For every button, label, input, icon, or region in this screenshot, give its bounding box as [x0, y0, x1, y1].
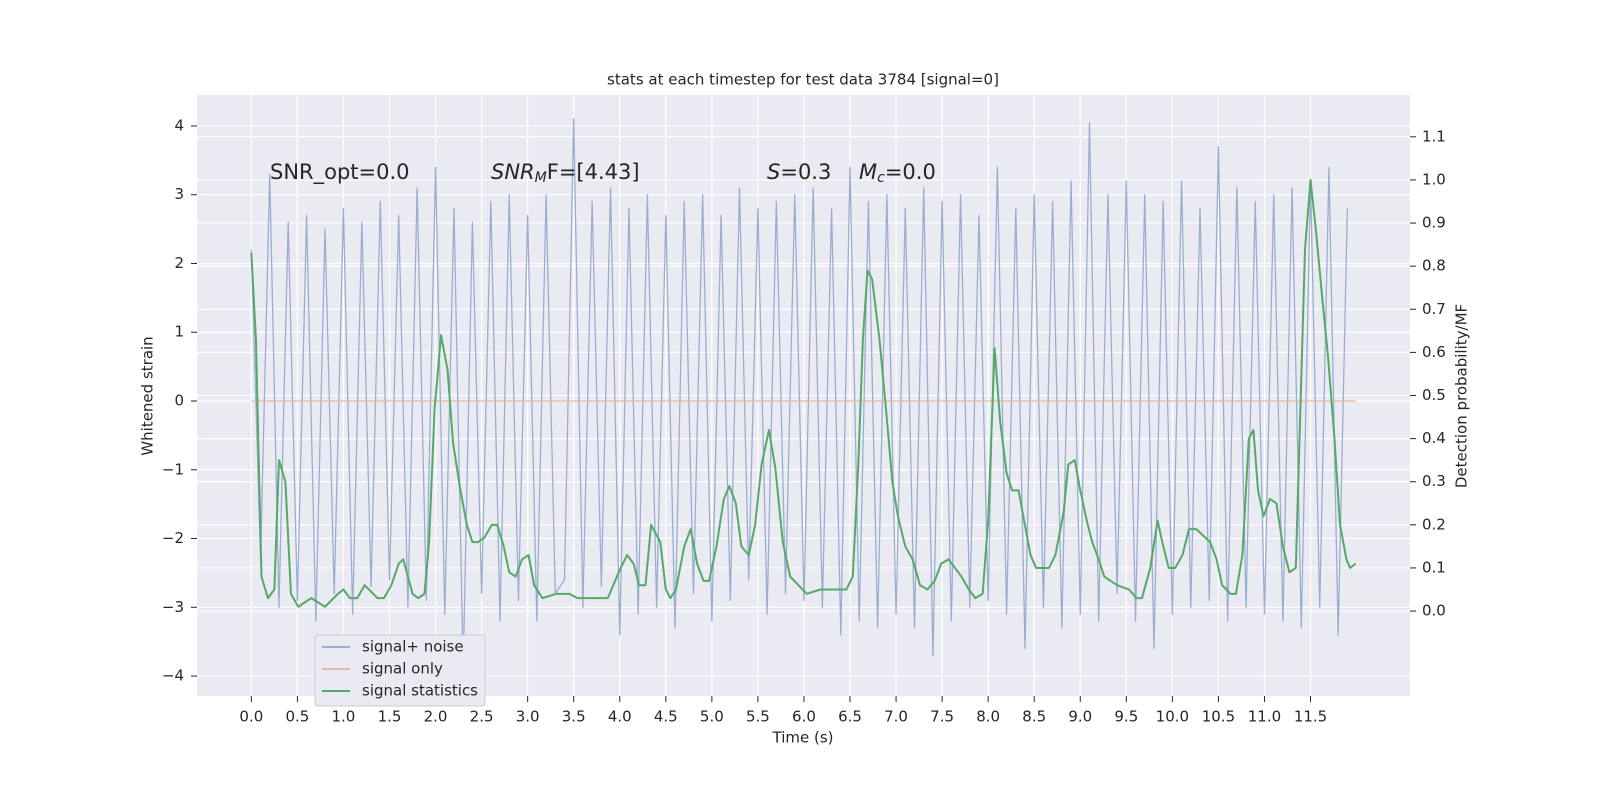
x-tick-label: 9.5 [1114, 708, 1138, 726]
y2-axis-label: Detection probability/MF [1453, 304, 1471, 488]
x-tick-label: 3.0 [516, 708, 540, 726]
y2-tick-label: 0.2 [1422, 515, 1446, 533]
y-axis-label: Whitened strain [139, 336, 157, 455]
x-tick-label: 11.0 [1248, 708, 1281, 726]
series-line [250, 178, 1357, 608]
x-tick-label: 5.5 [746, 708, 770, 726]
y2-tick-label: 0.3 [1422, 472, 1446, 490]
y-tick-label: −3 [162, 598, 184, 616]
annotation-sub: M [535, 170, 547, 186]
x-tick-label: 5.0 [700, 708, 724, 726]
x-tick-label: 8.5 [1022, 708, 1046, 726]
y2-tick-label: 1.0 [1422, 170, 1446, 188]
legend-box [314, 634, 486, 707]
y2-tick-label: 0.7 [1422, 300, 1446, 318]
marks [250, 118, 1357, 670]
x-tick-label: 2.5 [470, 708, 494, 726]
annotation: Mc=0.0 [859, 160, 936, 186]
y2-tick-label: 0.8 [1422, 257, 1446, 275]
x-tick-label: 8.0 [976, 708, 1000, 726]
annotation-base: SNR_opt=0.0 [270, 160, 410, 185]
annotation: SNRMF=[4.43] [491, 160, 640, 186]
annotation-base: S [767, 160, 780, 184]
annotation-rest: =0.0 [885, 160, 936, 184]
y-tick-label: −1 [162, 460, 184, 478]
x-tick-label: 2.0 [424, 708, 448, 726]
x-tick-label: 3.5 [562, 708, 586, 726]
x-tick-label: 1.0 [332, 708, 356, 726]
annotation-sub: c [877, 170, 885, 186]
x-tick-label: 0.5 [285, 708, 309, 726]
axes: 0.0 0.5 1.0 1.5 2.0 2.5 3.0 3.5 4.0 4.5 5.0 5.5 6.0 6… [162, 116, 1446, 725]
y2-tick-label: 1.1 [1422, 127, 1446, 145]
x-tick-label: 6.0 [792, 708, 816, 726]
x-tick-label: 7.0 [884, 708, 908, 726]
legend-label: signal only [362, 660, 443, 678]
y-tick-label: 4 [174, 116, 184, 134]
y-tick-label: 1 [174, 323, 184, 341]
x-tick-label: 6.5 [838, 708, 862, 726]
annotation: S=0.3 [767, 160, 831, 184]
x-tick-label: 4.0 [608, 708, 632, 726]
annotation-base: SNR [491, 160, 535, 184]
y2-tick-label: 0.0 [1422, 602, 1446, 620]
x-tick-label: 0.0 [239, 708, 263, 726]
annotation-rest: F=[4.43] [547, 160, 640, 184]
y-tick-label: 0 [174, 392, 184, 410]
x-tick-label: 7.5 [930, 708, 954, 726]
x-tick-label: 10.0 [1156, 708, 1189, 726]
y2-tick-label: 0.5 [1422, 386, 1446, 404]
x-tick-label: 4.5 [654, 708, 678, 726]
series-line [250, 118, 1349, 670]
y2-tick-label: 0.4 [1422, 429, 1446, 447]
legend-label: signal+ noise [362, 638, 464, 656]
y2-tick-label: 0.9 [1422, 214, 1446, 232]
annotation-rest: =0.3 [780, 160, 831, 184]
y-tick-label: 2 [174, 254, 184, 272]
annotation: SNR_opt=0.0 [270, 160, 410, 185]
y2-tick-label: 0.1 [1422, 558, 1446, 576]
legend: signal+ noise signal only signal statistic… [314, 634, 486, 707]
chart-title: stats at each timestep for test data 378… [607, 71, 999, 89]
y-tick-label: 3 [174, 185, 184, 203]
annotation-base: M [859, 160, 877, 184]
y-tick-label: −4 [162, 667, 184, 685]
x-tick-label: 1.5 [378, 708, 402, 726]
y-tick-label: −2 [162, 529, 184, 547]
x-tick-label: 9.0 [1068, 708, 1092, 726]
legend-label: signal statistics [362, 682, 478, 700]
x-tick-label: 10.5 [1202, 708, 1235, 726]
x-tick-label: 11.5 [1294, 708, 1327, 726]
y2-tick-label: 0.6 [1422, 343, 1446, 361]
x-axis-label: Time (s) [772, 729, 834, 747]
